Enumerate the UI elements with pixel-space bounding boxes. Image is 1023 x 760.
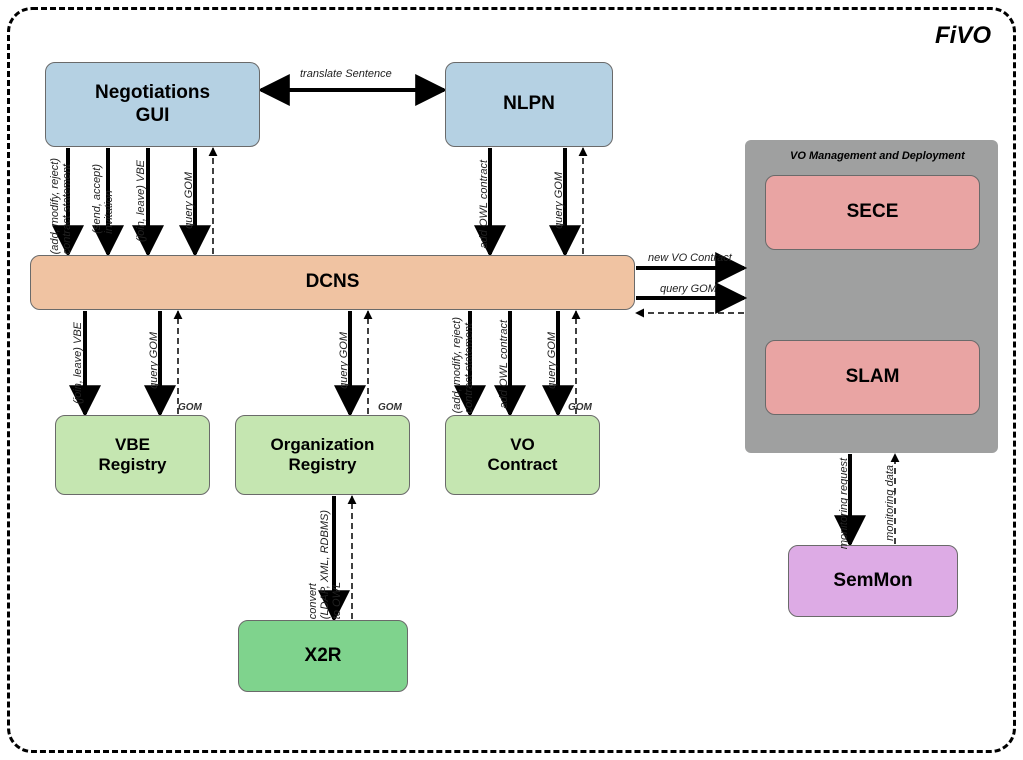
node-dcns: DCNS [30, 255, 635, 310]
edge-label-dcns-voc-3: query GOM [546, 332, 558, 389]
node-vo_contract: VOContract [445, 415, 600, 495]
vo-management-label: VO Management and Deployment [790, 150, 965, 162]
gom-badge: GOM [378, 402, 402, 413]
edge-label-dcns-vbe-1: (join, leave) VBE [72, 322, 84, 404]
node-slam: SLAM [765, 340, 980, 415]
edge-label-neg-dcns-2: (send, accept)invitation [91, 164, 115, 234]
edge-label-dcns-vbe-2: query GOM [148, 332, 160, 389]
edge-label-translate-sentence: translate Sentence [300, 68, 392, 80]
edge-label-dcns-mgmt-2: query GOM [660, 283, 717, 295]
edge-label-dcns-voc-1: (add, modify, reject)contract statement [451, 317, 475, 413]
edge-label-dcns-voc-2: add OWL contract [498, 320, 510, 408]
node-sece: SECE [765, 175, 980, 250]
gom-badge: GOM [178, 402, 202, 413]
node-nlpn: NLPN [445, 62, 613, 147]
node-negotiations_gui: NegotiationsGUI [45, 62, 260, 147]
edge-label-neg-dcns-4: query GOM [183, 172, 195, 229]
node-semmon: SemMon [788, 545, 958, 617]
node-x2r: X2R [238, 620, 408, 692]
fivo-title: FiVO [935, 22, 991, 50]
edge-label-mgmt-semmon: monitoring request [838, 458, 850, 549]
diagram-canvas: FiVO VO Management and Deployment Negoti… [0, 0, 1023, 760]
edge-label-nlpn-dcns-2: query GOM [553, 172, 565, 229]
edge-label-dcns-org-1: query GOM [338, 332, 350, 389]
node-vbe_registry: VBERegistry [55, 415, 210, 495]
gom-badge: GOM [568, 402, 592, 413]
node-org_registry: OrganizationRegistry [235, 415, 410, 495]
edge-label-neg-dcns-1: (add, modify, reject)contract statement [49, 158, 73, 254]
edge-label-nlpn-dcns-1: add OWL contract [478, 160, 490, 248]
edge-label-semmon-mgmt: monitoring data [884, 465, 896, 541]
edge-label-neg-dcns-3: (join, leave) VBE [135, 160, 147, 242]
edge-label-dcns-mgmt-1: new VO Contract [648, 252, 732, 264]
edge-label-org-x2r-1: convert(LDAP, XML, RDBMS)to OWL [307, 510, 343, 619]
